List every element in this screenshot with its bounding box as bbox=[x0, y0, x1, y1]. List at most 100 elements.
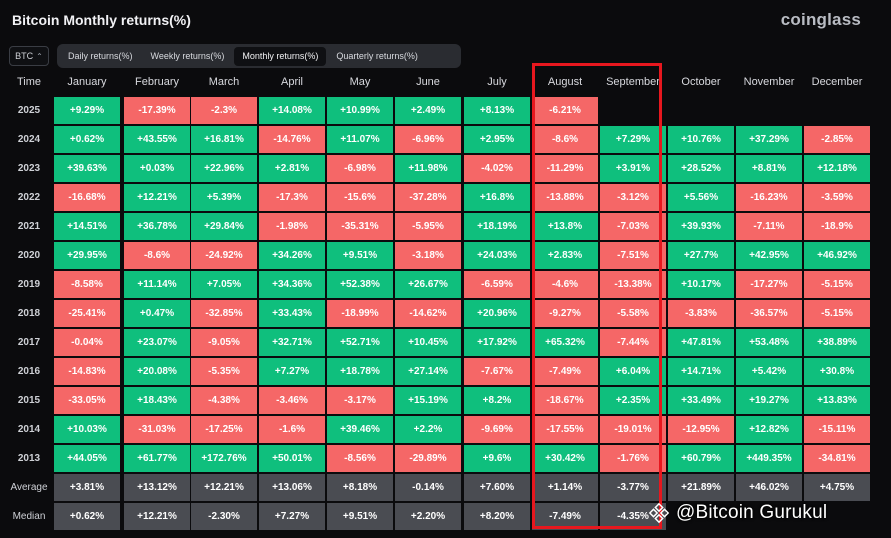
stat-cell: +13.12% bbox=[124, 474, 190, 501]
return-cell: +2.2% bbox=[395, 416, 461, 443]
return-cell: +18.19% bbox=[464, 213, 530, 240]
return-cell: +43.55% bbox=[124, 126, 190, 153]
return-cell: +8.13% bbox=[464, 97, 530, 124]
return-cell: +30.8% bbox=[804, 358, 870, 385]
return-cell: -5.58% bbox=[600, 300, 666, 327]
return-cell: +34.36% bbox=[259, 271, 325, 298]
return-cell: +172.76% bbox=[191, 445, 257, 472]
return-cell: -6.59% bbox=[464, 271, 530, 298]
stat-cell: +46.02% bbox=[736, 474, 802, 501]
return-cell: -7.44% bbox=[600, 329, 666, 356]
return-cell: -1.98% bbox=[259, 213, 325, 240]
return-cell: -16.23% bbox=[736, 184, 802, 211]
return-cell: -8.6% bbox=[124, 242, 190, 269]
tab-monthly-returns[interactable]: Monthly returns(%) bbox=[234, 46, 327, 66]
return-cell: -3.83% bbox=[668, 300, 734, 327]
return-cell: -33.05% bbox=[54, 387, 120, 414]
year-label: 2016 bbox=[17, 366, 41, 377]
year-label: 2020 bbox=[17, 250, 41, 261]
return-cell: +5.39% bbox=[191, 184, 257, 211]
return-cell: +5.56% bbox=[668, 184, 734, 211]
header-may: May bbox=[349, 76, 371, 88]
return-cell: +22.96% bbox=[191, 155, 257, 182]
return-cell: +37.29% bbox=[736, 126, 802, 153]
return-cell: -1.6% bbox=[259, 416, 325, 443]
return-cell: +24.03% bbox=[464, 242, 530, 269]
tab-weekly-returns[interactable]: Weekly returns(%) bbox=[150, 51, 225, 61]
return-cell: +6.04% bbox=[600, 358, 666, 385]
return-cell: +14.71% bbox=[668, 358, 734, 385]
brand-logo: coinglass bbox=[780, 10, 861, 29]
return-cell: -16.68% bbox=[54, 184, 120, 211]
return-cell: +61.77% bbox=[124, 445, 190, 472]
return-cell: +2.35% bbox=[600, 387, 666, 414]
return-cell: +39.46% bbox=[327, 416, 393, 443]
asset-select-value: BTC bbox=[15, 51, 34, 61]
return-cell: +60.79% bbox=[668, 445, 734, 472]
return-cell: +12.18% bbox=[804, 155, 870, 182]
return-cell: +52.71% bbox=[327, 329, 393, 356]
return-cell: +27.7% bbox=[668, 242, 734, 269]
return-cell: +38.89% bbox=[804, 329, 870, 356]
stat-cell: -0.14% bbox=[395, 474, 461, 501]
header-january: January bbox=[67, 76, 107, 88]
return-cell: -13.88% bbox=[532, 184, 598, 211]
return-cell: +10.17% bbox=[668, 271, 734, 298]
return-cell: -17.25% bbox=[191, 416, 257, 443]
return-cell: -3.18% bbox=[395, 242, 461, 269]
return-cell: -2.85% bbox=[804, 126, 870, 153]
return-cell: -8.56% bbox=[327, 445, 393, 472]
return-cell: -17.39% bbox=[124, 97, 190, 124]
return-cell: +28.52% bbox=[668, 155, 734, 182]
tab-quarterly-returns[interactable]: Quarterly returns(%) bbox=[336, 51, 418, 61]
stat-cell: +4.75% bbox=[804, 474, 870, 501]
return-cell: -14.83% bbox=[54, 358, 120, 385]
return-cell: -17.3% bbox=[259, 184, 325, 211]
return-cell: +3.91% bbox=[600, 155, 666, 182]
return-cell: +46.92% bbox=[804, 242, 870, 269]
return-cell: +33.49% bbox=[668, 387, 734, 414]
return-cell: +12.82% bbox=[736, 416, 802, 443]
return-cell: +36.78% bbox=[124, 213, 190, 240]
return-cell: +14.51% bbox=[54, 213, 120, 240]
year-label: 2014 bbox=[17, 424, 41, 435]
return-cell: +11.14% bbox=[124, 271, 190, 298]
return-cell: -3.59% bbox=[804, 184, 870, 211]
return-cell: +39.93% bbox=[668, 213, 734, 240]
header-july: July bbox=[487, 76, 507, 88]
return-cell: -15.11% bbox=[804, 416, 870, 443]
return-cell: +44.05% bbox=[54, 445, 120, 472]
header-april: April bbox=[280, 76, 303, 88]
return-cell: +14.08% bbox=[259, 97, 325, 124]
return-cell: +0.47% bbox=[124, 300, 190, 327]
return-cell: +7.05% bbox=[191, 271, 257, 298]
return-cell: +10.76% bbox=[668, 126, 734, 153]
return-cell: -3.46% bbox=[259, 387, 325, 414]
stat-cell: +7.60% bbox=[464, 474, 530, 501]
return-cell: -36.57% bbox=[736, 300, 802, 327]
stat-cell: -3.77% bbox=[600, 474, 666, 501]
return-cell: -25.41% bbox=[54, 300, 120, 327]
return-cell: -7.03% bbox=[600, 213, 666, 240]
year-label: 2017 bbox=[17, 337, 41, 348]
year-label: 2018 bbox=[17, 308, 41, 319]
header-september: September bbox=[606, 76, 660, 88]
year-label: 2013 bbox=[17, 453, 41, 464]
return-cell: +33.43% bbox=[259, 300, 325, 327]
return-cell: -4.6% bbox=[532, 271, 598, 298]
return-cell: -5.95% bbox=[395, 213, 461, 240]
page-title: Bitcoin Monthly returns(%) bbox=[12, 12, 191, 28]
return-cell: +50.01% bbox=[259, 445, 325, 472]
tab-daily-returns[interactable]: Daily returns(%) bbox=[68, 51, 133, 61]
return-cell: -8.6% bbox=[532, 126, 598, 153]
return-cell: -17.27% bbox=[736, 271, 802, 298]
return-cell: +26.67% bbox=[395, 271, 461, 298]
asset-select[interactable]: BTC ⌃ bbox=[9, 46, 49, 66]
stat-cell: +13.06% bbox=[259, 474, 325, 501]
return-cell: +29.95% bbox=[54, 242, 120, 269]
return-cell: +2.49% bbox=[395, 97, 461, 124]
return-cell: -34.81% bbox=[804, 445, 870, 472]
return-cell: +27.14% bbox=[395, 358, 461, 385]
return-cell: +20.08% bbox=[124, 358, 190, 385]
return-cell: -6.21% bbox=[532, 97, 598, 124]
